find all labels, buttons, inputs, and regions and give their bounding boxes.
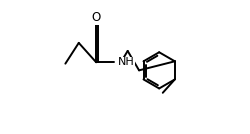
Text: NH: NH xyxy=(118,57,134,67)
Text: O: O xyxy=(92,11,101,24)
